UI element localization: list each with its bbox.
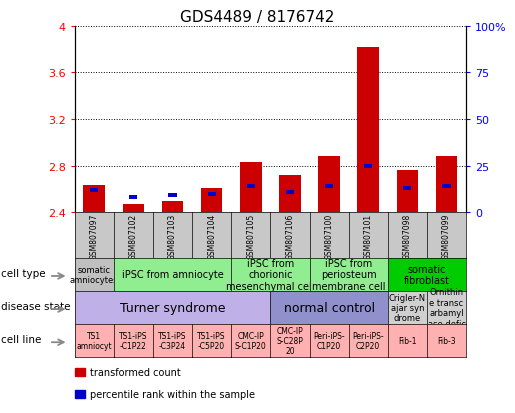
Text: GSM807101: GSM807101 [364, 214, 373, 260]
Bar [403, 187, 411, 190]
Bar [364, 164, 372, 168]
Text: TS1
amniocyt: TS1 amniocyt [76, 331, 112, 350]
Text: Ornithin
e transc
arbamyl
ase defic: Ornithin e transc arbamyl ase defic [427, 287, 466, 328]
Bar [129, 196, 138, 200]
Bar [201, 188, 222, 213]
Text: Peri-iPS-
C2P20: Peri-iPS- C2P20 [352, 331, 384, 350]
Bar [436, 157, 457, 213]
Text: Turner syndrome: Turner syndrome [120, 301, 225, 314]
Text: GSM807103: GSM807103 [168, 214, 177, 260]
Text: TS1-iPS
-C5P20: TS1-iPS -C5P20 [197, 331, 226, 350]
Text: Crigler-N
ajar syn
drome: Crigler-N ajar syn drome [389, 293, 426, 323]
Text: GSM807100: GSM807100 [324, 214, 334, 260]
Text: normal control: normal control [284, 301, 374, 314]
Text: TS1-iPS
-C1P22: TS1-iPS -C1P22 [119, 331, 148, 350]
Text: GSM807099: GSM807099 [442, 214, 451, 260]
Bar [83, 186, 105, 213]
Bar [90, 188, 98, 192]
Bar [318, 157, 340, 213]
Text: TS1-iPS
-C3P24: TS1-iPS -C3P24 [158, 331, 187, 350]
Text: iPSC from
periosteum
membrane cell: iPSC from periosteum membrane cell [312, 258, 385, 291]
Bar [442, 185, 451, 189]
Text: cell line: cell line [2, 334, 42, 344]
Text: somatic
fibroblast: somatic fibroblast [404, 264, 450, 285]
Text: GSM807104: GSM807104 [207, 214, 216, 260]
Bar [397, 171, 418, 213]
Bar [325, 185, 333, 189]
Text: CMC-IP
S-C1P20: CMC-IP S-C1P20 [235, 331, 267, 350]
Bar [208, 192, 216, 196]
Text: Fib-3: Fib-3 [437, 336, 456, 345]
Text: GSM807105: GSM807105 [246, 214, 255, 260]
Bar [279, 176, 301, 213]
Text: Peri-iPS-
C1P20: Peri-iPS- C1P20 [313, 331, 345, 350]
Text: percentile rank within the sample: percentile rank within the sample [90, 389, 255, 399]
Bar [357, 48, 379, 213]
Text: GSM807098: GSM807098 [403, 214, 412, 260]
Text: somatic
amniocytes: somatic amniocytes [70, 265, 118, 284]
Bar [162, 201, 183, 213]
Bar [168, 194, 177, 198]
Text: cell type: cell type [2, 268, 46, 278]
Text: Fib-1: Fib-1 [398, 336, 417, 345]
Bar [123, 204, 144, 213]
Text: GSM807097: GSM807097 [90, 214, 99, 260]
Text: transformed count: transformed count [90, 367, 181, 377]
Text: iPSC from
chorionic
mesenchymal cell: iPSC from chorionic mesenchymal cell [226, 258, 315, 291]
Text: CMC-IP
S-C28P
20: CMC-IP S-C28P 20 [277, 326, 303, 356]
Text: GDS4489 / 8176742: GDS4489 / 8176742 [180, 10, 335, 25]
Bar [247, 185, 255, 189]
Text: GSM807106: GSM807106 [285, 214, 295, 260]
Bar [286, 190, 294, 194]
Text: disease state: disease state [2, 301, 71, 311]
Bar [75, 368, 85, 376]
Bar [75, 390, 85, 398]
Text: GSM807102: GSM807102 [129, 214, 138, 260]
Text: iPSC from amniocyte: iPSC from amniocyte [122, 270, 224, 280]
Bar [240, 163, 262, 213]
